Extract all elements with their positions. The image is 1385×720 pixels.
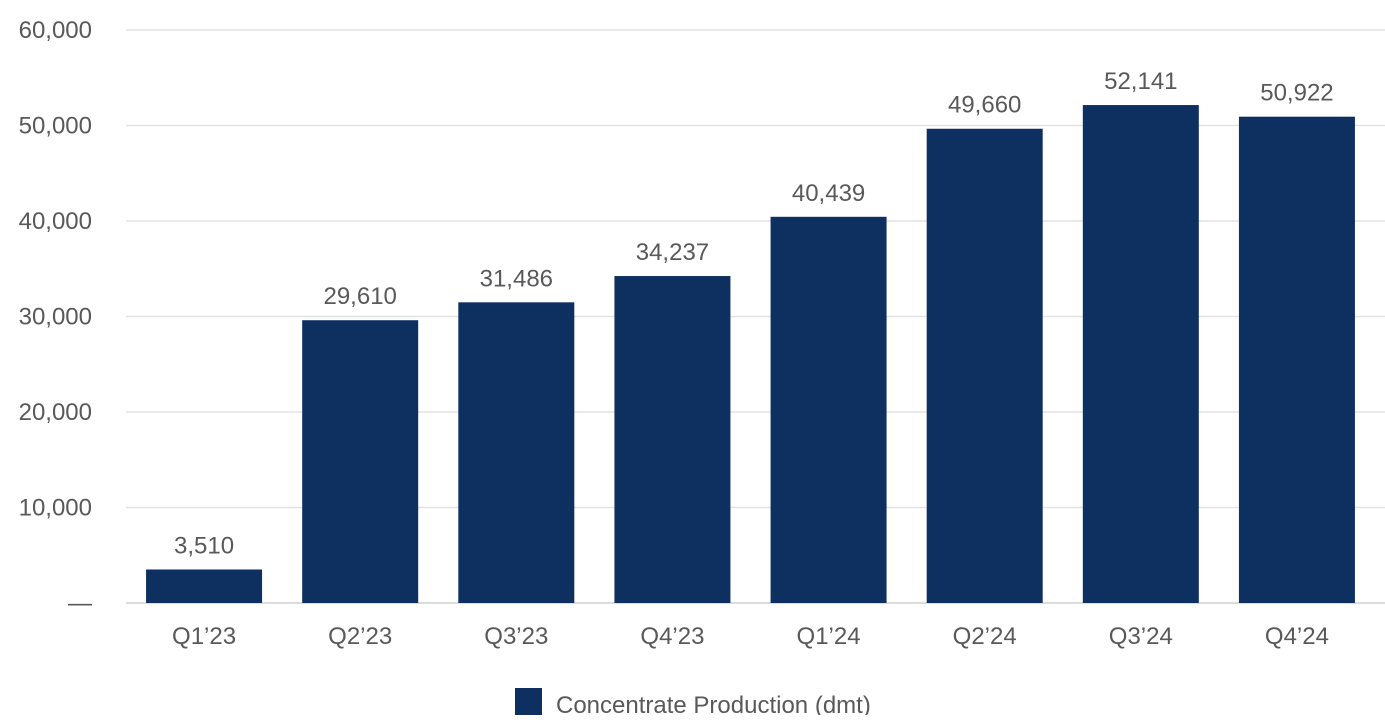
- y-axis-tick-labels: — 10,000 20,000 30,000 40,000 50,000 60,000: [19, 17, 92, 617]
- bar: [1238, 116, 1355, 604]
- bar: [770, 216, 887, 603]
- x-category-label: Q4’24: [1265, 623, 1329, 650]
- data-label: 52,141: [1104, 68, 1177, 95]
- y-tick-label: 20,000: [19, 399, 92, 426]
- x-category-label: Q1’23: [172, 623, 236, 650]
- legend-swatch: [515, 688, 542, 715]
- data-labels: 3,510 29,610 31,486 34,237 40,439 49,660 52,14…: [174, 68, 1334, 559]
- data-label: 31,486: [480, 265, 553, 292]
- bar: [614, 276, 731, 603]
- bar: [302, 320, 419, 603]
- x-category-label: Q1’24: [797, 623, 861, 650]
- data-label: 49,660: [948, 92, 1021, 119]
- x-category-label: Q4’23: [640, 623, 704, 650]
- bar: [458, 302, 575, 603]
- data-label: 40,439: [792, 180, 865, 207]
- legend-label: Concentrate Production (dmt): [556, 692, 871, 715]
- x-category-label: Q3’24: [1109, 623, 1173, 650]
- bars: [146, 105, 1355, 604]
- data-label: 50,922: [1260, 80, 1333, 107]
- bar: [146, 569, 263, 603]
- y-tick-label: 40,000: [19, 208, 92, 235]
- bar: [1082, 105, 1199, 603]
- y-tick-label: 60,000: [19, 17, 92, 44]
- data-label: 34,237: [636, 239, 709, 266]
- bar: [926, 128, 1043, 603]
- x-category-label: Q2’24: [953, 623, 1017, 650]
- y-tick-label: 30,000: [19, 304, 92, 331]
- x-axis-category-labels: Q1’23 Q2’23 Q3’23 Q4’23 Q1’24 Q2’24 Q3’24 Q4’24: [172, 623, 1329, 650]
- data-label: 3,510: [174, 532, 234, 559]
- y-tick-label: —: [68, 590, 92, 617]
- data-label: 29,610: [323, 283, 396, 310]
- x-category-label: Q3’23: [484, 623, 548, 650]
- y-tick-label: 10,000: [19, 495, 92, 522]
- legend: Concentrate Production (dmt): [515, 688, 871, 719]
- y-tick-label: 50,000: [19, 113, 92, 140]
- x-category-label: Q2’23: [328, 623, 392, 650]
